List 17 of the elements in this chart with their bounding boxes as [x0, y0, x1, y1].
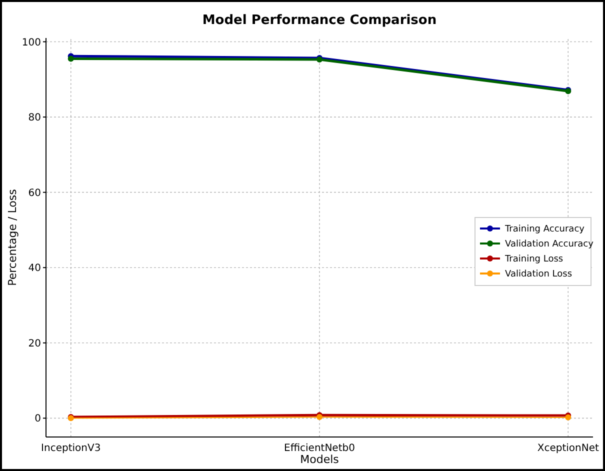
- chart-title: Model Performance Comparison: [202, 13, 437, 28]
- y-axis-title: Percentage / Loss: [6, 188, 19, 286]
- x-axis-title: Models: [300, 453, 340, 466]
- legend-label: Training Accuracy: [504, 224, 586, 235]
- y-tick-label: 60: [28, 188, 41, 199]
- y-tick-label: 100: [22, 37, 41, 48]
- y-tick-label: 40: [28, 263, 41, 274]
- legend-label: Training Loss: [504, 254, 564, 265]
- y-tick-label: 0: [34, 414, 41, 425]
- y-tick-label: 20: [28, 338, 41, 350]
- x-tick-label: XceptionNet: [537, 443, 599, 454]
- x-tick-label: InceptionV3: [41, 443, 101, 454]
- legend-label: Validation Loss: [505, 270, 572, 280]
- legend-label: Validation Accuracy: [505, 240, 594, 250]
- point: [68, 56, 74, 62]
- x-tick-label: EfficientNetb0: [284, 443, 355, 454]
- y-tick-label: 80: [28, 112, 41, 124]
